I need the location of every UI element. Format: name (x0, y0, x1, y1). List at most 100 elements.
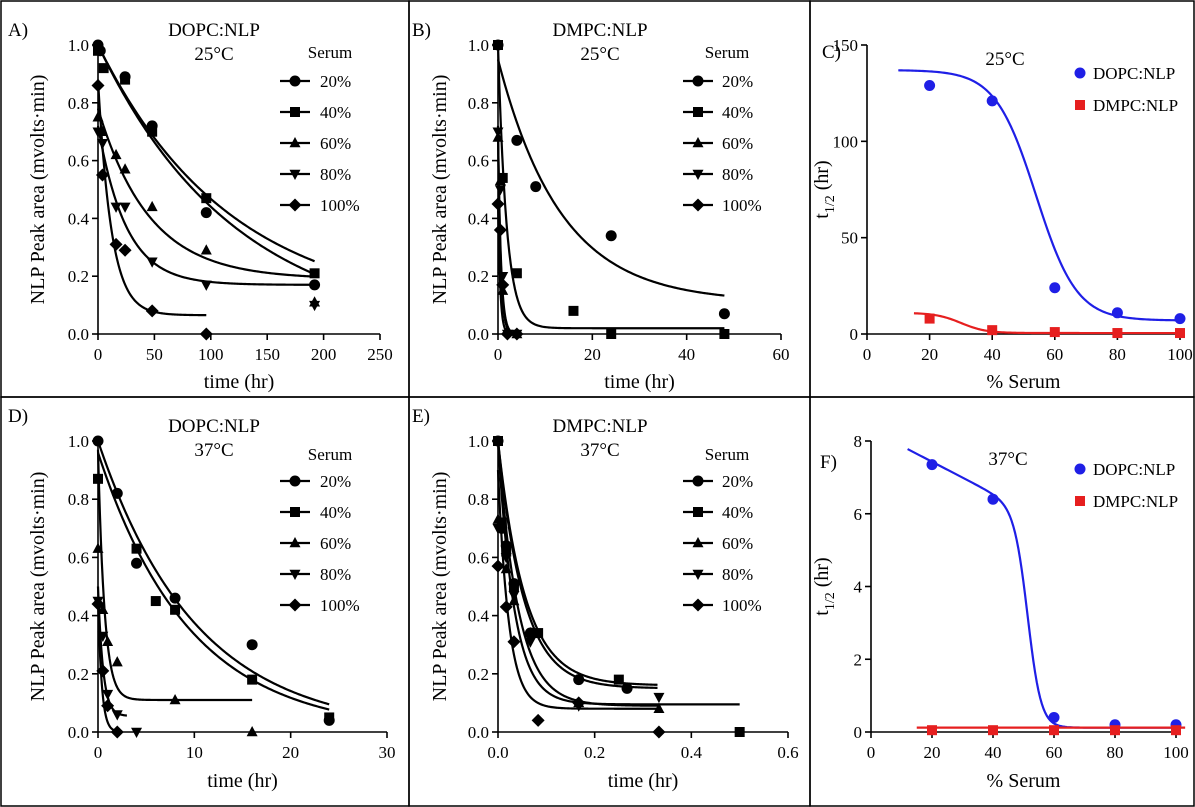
data-point (493, 223, 507, 237)
legend-marker (692, 569, 704, 580)
x-tick-label: 200 (311, 345, 337, 364)
data-point (96, 664, 110, 678)
data-point (324, 712, 335, 723)
panel-2: B) DMPC:NLP 25°C 0 20 40 60 0.0 0.2 0.4 0.6 0.8 1.0 t… (412, 20, 790, 393)
legend-title: Serum (705, 43, 749, 62)
data-point (500, 327, 514, 341)
y-tick-label: 0.4 (468, 607, 490, 626)
data-point (491, 559, 505, 573)
data-point (92, 435, 104, 447)
panel-3: C) 25°C 0 20 40 60 80 100 0 50 100 150 % Serum t1/2 (… (811, 36, 1193, 393)
y-axis-title: NLP Peak area (mvolts·min) (429, 472, 451, 702)
panel-title: DOPC:NLP (168, 20, 260, 41)
data-point (621, 682, 633, 694)
legend-label: 40% (320, 503, 351, 522)
y-tick-label: 1.0 (468, 432, 489, 451)
data-point (500, 563, 512, 574)
data-point (1048, 711, 1060, 723)
fit-curve-1 (898, 69, 1181, 322)
legend-label: DOPC:NLP (1093, 460, 1175, 479)
data-point (653, 692, 665, 704)
x-axis-title: time (hr) (604, 371, 675, 393)
data-point (201, 193, 212, 204)
y-tick-label: 0.4 (68, 209, 90, 228)
y-tick-label: 150 (833, 36, 859, 55)
panel-letter: C) (822, 42, 841, 63)
data-point (170, 604, 181, 615)
legend-marker (693, 107, 703, 117)
data-point (97, 603, 109, 615)
legend-marker (692, 137, 704, 148)
data-point (93, 45, 103, 56)
legend-marker (289, 537, 301, 548)
y-tick-label: 0.0 (468, 723, 489, 742)
data-point (493, 436, 503, 446)
data-point (1171, 725, 1181, 736)
data-point (169, 693, 181, 705)
data-point (492, 127, 504, 138)
data-point (606, 329, 617, 339)
y-tick-label: 0.8 (468, 94, 489, 113)
data-point (119, 202, 131, 213)
data-point (494, 174, 506, 186)
data-point (246, 639, 258, 651)
data-point (1049, 327, 1060, 338)
data-point (101, 699, 115, 713)
data-point (500, 553, 512, 564)
legend-label: 60% (722, 534, 753, 553)
data-point (110, 202, 122, 213)
y-tick-label: 0.0 (68, 723, 89, 742)
y-axis-title: NLP Peak area (mvolts·min) (27, 472, 49, 702)
data-point (200, 207, 212, 219)
panel-border-6 (809, 396, 1195, 807)
panel-subtitle: 25°C (194, 44, 233, 65)
x-axis-title: time (hr) (204, 371, 275, 393)
legend-label: DMPC:NLP (1093, 96, 1178, 115)
data-point (110, 148, 122, 160)
legend-marker (288, 198, 302, 212)
panel-letter: B) (412, 20, 431, 41)
x-tick-label: 40 (985, 743, 1002, 762)
legend-label: 80% (722, 165, 753, 184)
data-point (118, 243, 132, 257)
x-axis-title: time (hr) (608, 770, 679, 792)
fit-curve-1 (496, 59, 725, 297)
data-point (652, 725, 666, 739)
legend-label: 80% (320, 565, 351, 584)
data-point (924, 79, 936, 91)
legend-label: 20% (722, 472, 753, 491)
fit-curve-3 (96, 108, 315, 278)
y-tick-label: 0.8 (68, 490, 89, 509)
data-point (988, 725, 998, 736)
data-point (508, 590, 520, 602)
data-point (493, 40, 503, 50)
data-point (145, 304, 159, 318)
y-axis-title: NLP Peak area (mvolts·min) (429, 75, 451, 305)
x-tick-label: 60 (773, 345, 790, 364)
y-axis-title: t1/2 (hr) (811, 160, 838, 218)
panel-title: DMPC:NLP (552, 20, 647, 41)
legend-marker (1075, 496, 1085, 506)
data-point (200, 280, 212, 291)
data-point (719, 329, 730, 339)
legend-marker (288, 598, 302, 612)
panel-4: D) DOPC:NLP 37°C 0 10 20 30 0.0 0.2 0.4 0.6 0.8 1.0 t… (8, 406, 396, 792)
x-tick-label: 0 (94, 743, 103, 762)
data-point (169, 592, 181, 604)
data-point (93, 473, 103, 484)
data-point (200, 244, 212, 255)
data-point (97, 631, 109, 642)
legend-label: 20% (722, 72, 753, 91)
legend-marker (1074, 463, 1086, 475)
x-tick-label: 100 (1163, 743, 1189, 762)
data-point (507, 635, 521, 649)
x-tick-label: 40 (678, 345, 695, 364)
x-tick-label: 100 (198, 345, 224, 364)
fit-curve-2 (913, 312, 1180, 335)
data-point (497, 271, 509, 283)
y-tick-label: 100 (833, 132, 859, 151)
y-tick-label: 1.0 (68, 432, 89, 451)
data-point (508, 581, 519, 592)
data-point (309, 279, 321, 291)
